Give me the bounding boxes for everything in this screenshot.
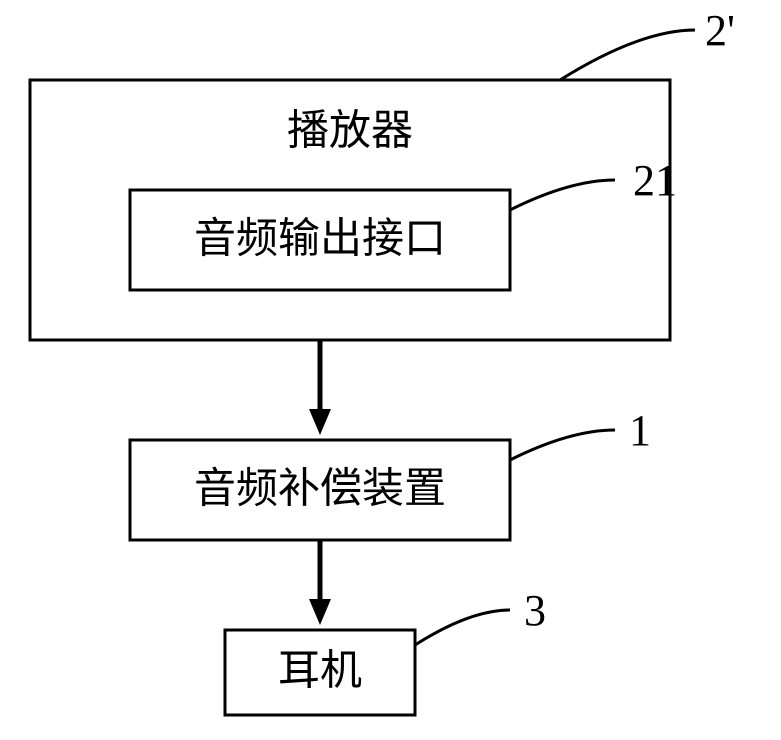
arrow-1-head: [309, 599, 331, 625]
headphone-label: 耳机: [278, 649, 362, 695]
compensator-label: 音频补偿装置: [194, 466, 446, 513]
audio_out-ref: 21: [633, 156, 677, 205]
audio_out-leader: [510, 180, 615, 210]
arrow-0-head: [309, 409, 331, 435]
headphone-ref: 3: [524, 586, 546, 635]
player-leader: [560, 30, 695, 80]
player-ref: 2': [705, 6, 735, 55]
compensator-ref: 1: [629, 406, 651, 455]
compensator-leader: [510, 430, 615, 460]
player-label: 播放器: [287, 109, 413, 155]
block-diagram: 播放器 2' 音频输出接口 21 音频补偿装置 1 耳机 3: [0, 0, 781, 740]
headphone-leader: [415, 610, 510, 645]
audio_out-label: 音频输出接口: [194, 216, 446, 263]
